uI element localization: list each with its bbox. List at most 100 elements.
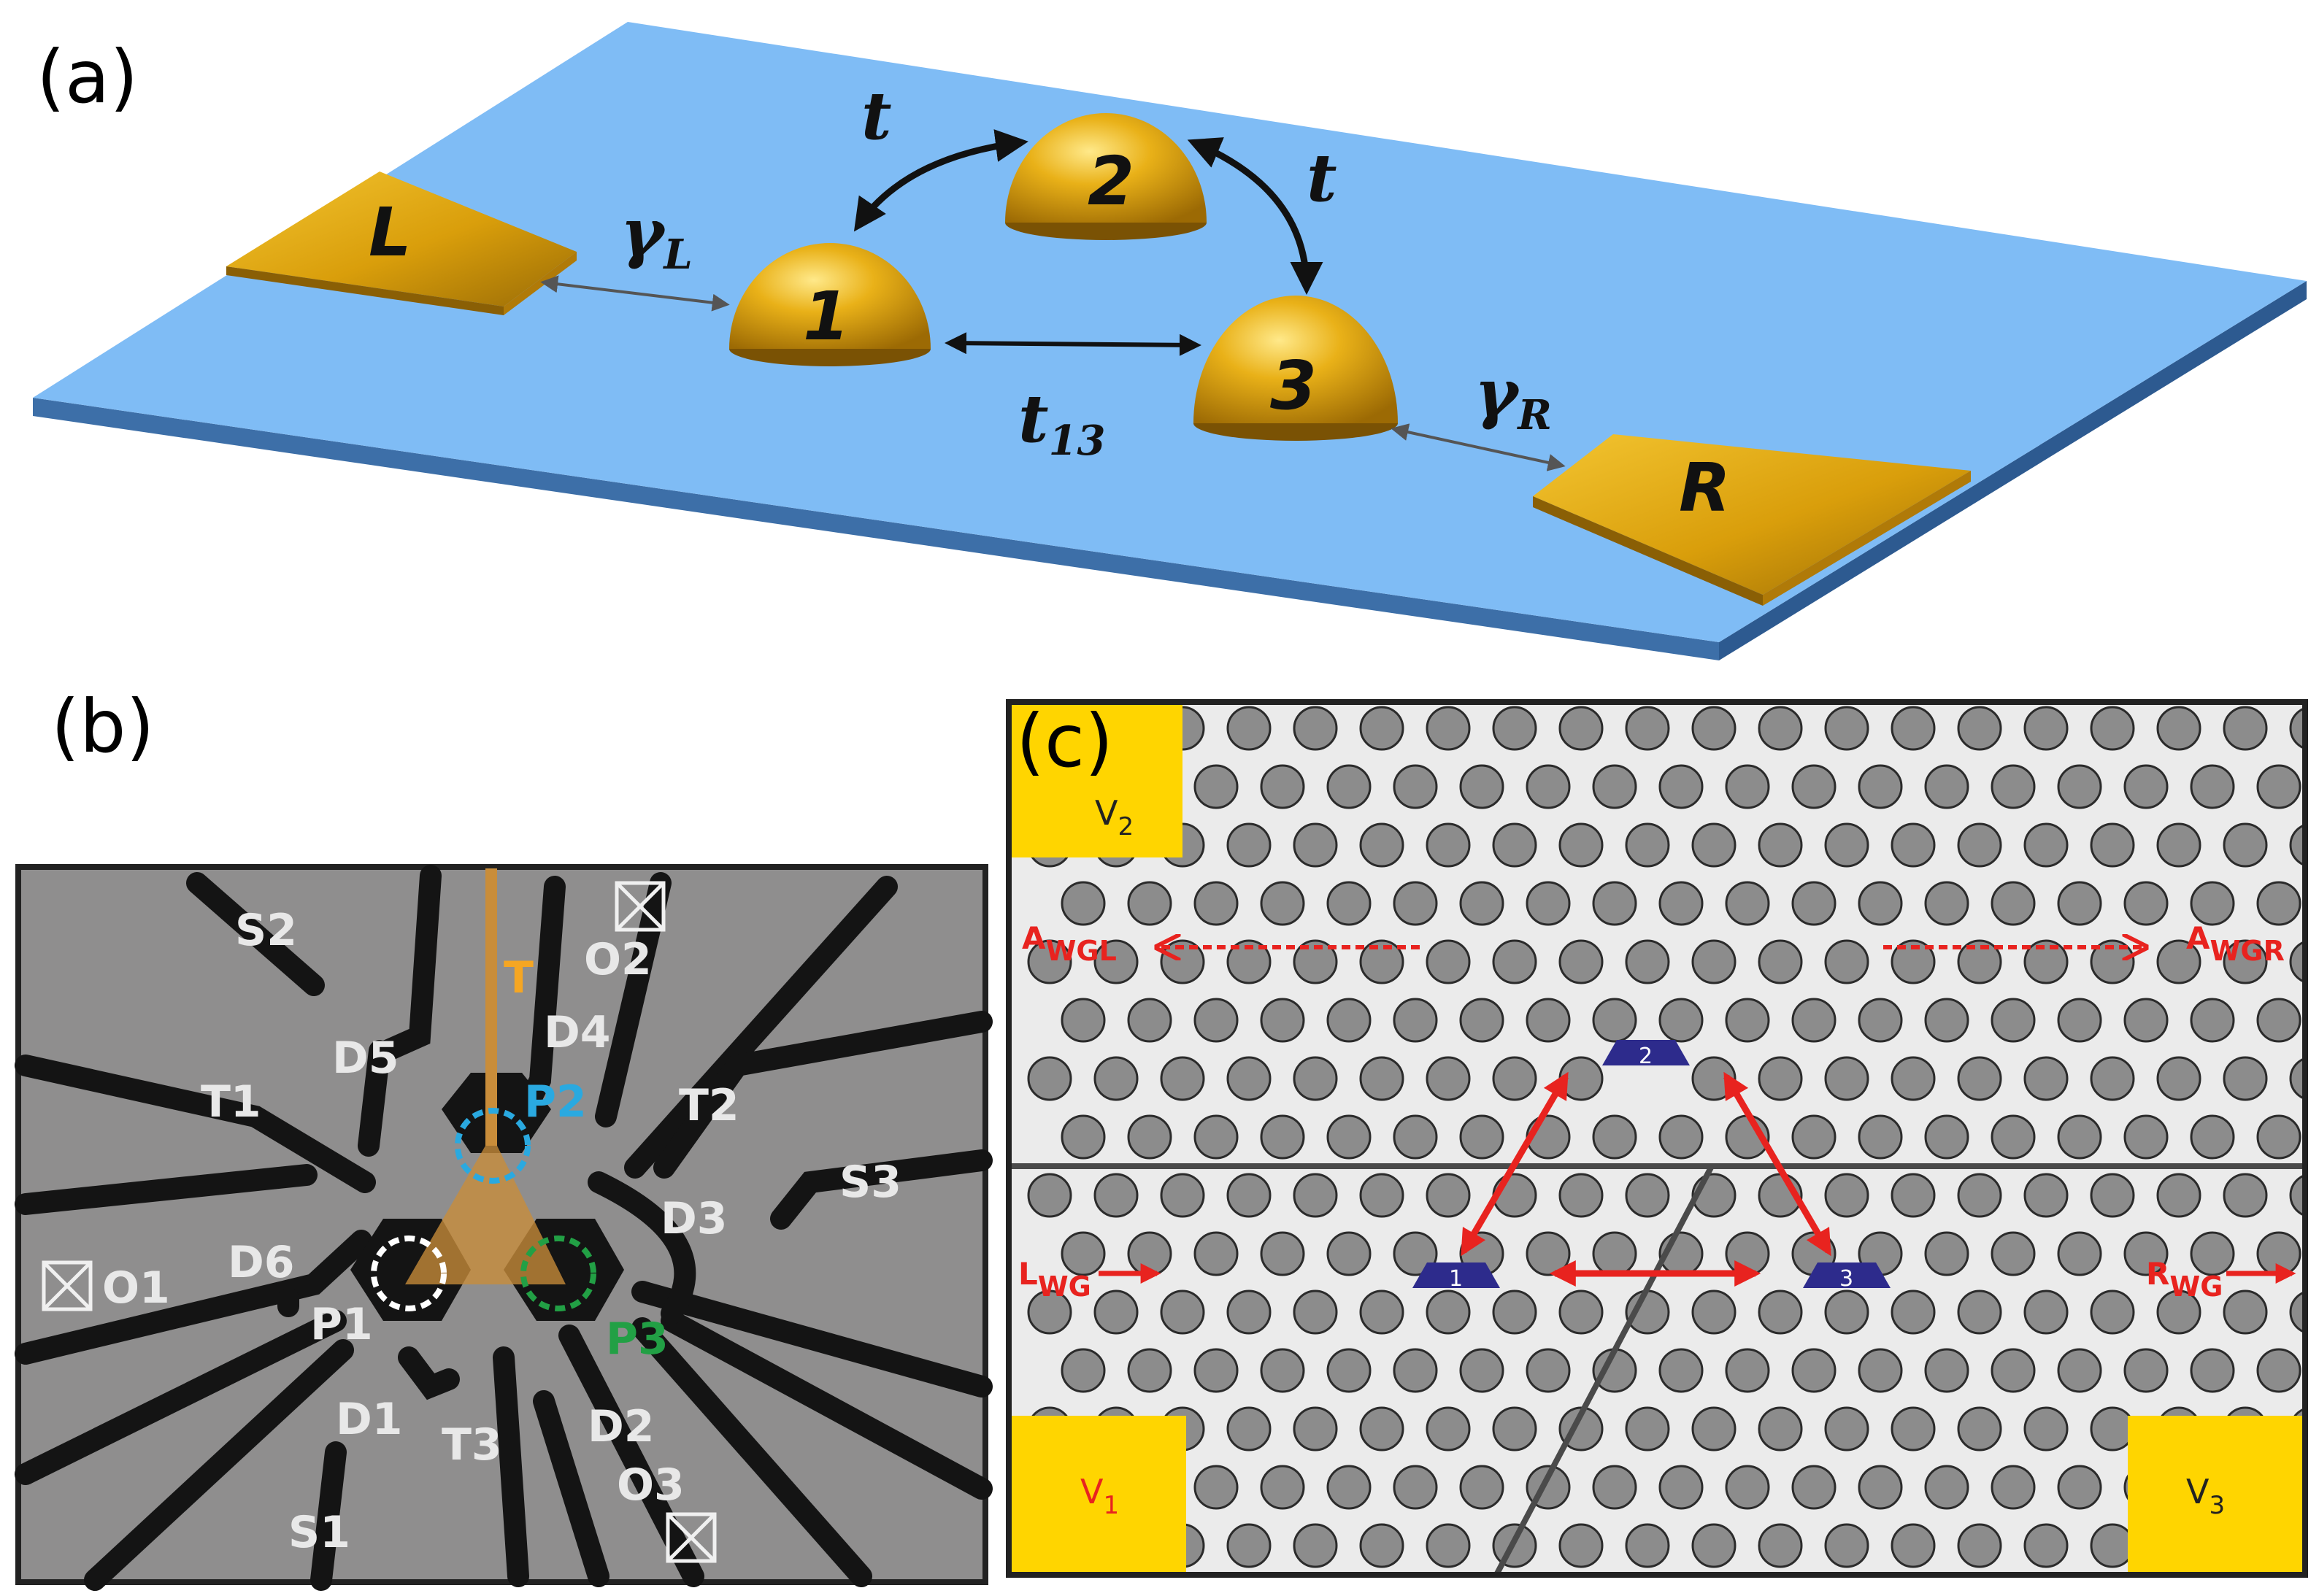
air-hole bbox=[1992, 1583, 2034, 1596]
air-hole bbox=[1592, 998, 1637, 1043]
substrate-edge bbox=[33, 398, 1719, 660]
air-hole bbox=[2190, 1348, 2235, 1393]
hole-lattice bbox=[1027, 706, 2305, 1596]
air-hole bbox=[1658, 1465, 1704, 1510]
air-hole bbox=[1393, 881, 1438, 926]
air-hole bbox=[1492, 706, 1537, 751]
air-hole bbox=[2023, 1056, 2069, 1101]
air-hole bbox=[2190, 998, 2235, 1043]
air-hole bbox=[2190, 1114, 2235, 1160]
air-hole bbox=[1393, 1231, 1438, 1276]
air-hole bbox=[1526, 998, 1571, 1043]
air-hole bbox=[1593, 1583, 1636, 1596]
air-hole bbox=[1558, 706, 1604, 751]
coupling-arrow-gamma-l bbox=[540, 275, 730, 312]
air-hole bbox=[1858, 1114, 1903, 1160]
air-hole bbox=[1891, 822, 1936, 868]
air-hole bbox=[2289, 1290, 2305, 1334]
dot-3-label: 3 bbox=[1270, 347, 1317, 425]
air-hole bbox=[2258, 1583, 2300, 1596]
label-lwg: LWG bbox=[1018, 1256, 1091, 1303]
air-hole bbox=[1359, 1289, 1404, 1335]
air-hole bbox=[1160, 1289, 1205, 1335]
air-hole bbox=[1991, 881, 2036, 926]
air-hole bbox=[1824, 1523, 1869, 1568]
air-hole bbox=[1758, 822, 1803, 868]
air-hole bbox=[1160, 1173, 1205, 1218]
lead-right-label: R bbox=[1679, 449, 1731, 527]
substrate-edge-right bbox=[1719, 281, 2307, 660]
label-awgl: AWGL bbox=[1022, 920, 1117, 967]
label-gamma-r: γR bbox=[1474, 355, 1552, 439]
air-hole bbox=[1957, 822, 2002, 868]
air-hole bbox=[1061, 1231, 1106, 1276]
air-hole bbox=[1459, 1348, 1504, 1393]
dot-2-label: 2 bbox=[1088, 142, 1134, 220]
air-hole bbox=[1326, 1348, 1372, 1393]
air-hole bbox=[1293, 1173, 1338, 1218]
quantum-dot-3: 3 bbox=[1193, 296, 1398, 441]
air-hole bbox=[1426, 1056, 1471, 1101]
air-hole bbox=[1393, 1348, 1438, 1393]
air-hole bbox=[1260, 1114, 1305, 1160]
pad-v2 bbox=[1011, 704, 1182, 857]
air-hole bbox=[2256, 881, 2301, 926]
air-hole bbox=[2190, 764, 2235, 809]
air-hole bbox=[1991, 1348, 2036, 1393]
air-hole bbox=[2123, 1348, 2169, 1393]
air-hole bbox=[2090, 1173, 2135, 1218]
air-hole bbox=[1891, 1406, 1936, 1452]
air-hole bbox=[1625, 1406, 1670, 1452]
air-hole bbox=[1991, 998, 2036, 1043]
label-t13: t13 bbox=[1018, 380, 1106, 465]
cavity-3: 3 bbox=[1803, 1262, 1891, 1292]
air-hole bbox=[1758, 1523, 1803, 1568]
label-d2: D2 bbox=[588, 1401, 655, 1452]
air-hole bbox=[1991, 1465, 2036, 1510]
air-hole bbox=[2223, 939, 2268, 984]
air-hole bbox=[1359, 706, 1404, 751]
air-hole bbox=[1791, 881, 1837, 926]
air-hole bbox=[1093, 1289, 1139, 1335]
air-hole bbox=[1824, 1173, 1869, 1218]
air-hole bbox=[1093, 939, 1139, 984]
air-hole bbox=[1758, 1289, 1803, 1335]
air-hole bbox=[1393, 1114, 1438, 1160]
cavity-1: 1 bbox=[1412, 1262, 1500, 1292]
air-hole bbox=[1725, 1348, 1770, 1393]
air-hole bbox=[2256, 1348, 2301, 1393]
label-o3: O3 bbox=[617, 1460, 685, 1511]
coupling-arrow-t23 bbox=[1187, 137, 1323, 295]
ohmic-contact-o2 bbox=[615, 881, 666, 932]
label-t2: T2 bbox=[679, 1080, 739, 1131]
air-hole bbox=[1328, 1583, 1370, 1596]
air-hole bbox=[2090, 1406, 2135, 1452]
label-rwg: RWG bbox=[2146, 1256, 2223, 1303]
air-hole bbox=[2057, 881, 2102, 926]
air-hole bbox=[2057, 1114, 2102, 1160]
air-hole bbox=[1226, 706, 1272, 751]
air-hole bbox=[1326, 764, 1372, 809]
air-hole bbox=[2023, 706, 2069, 751]
pad-v1 bbox=[1011, 1416, 1186, 1573]
air-hole bbox=[1791, 1114, 1837, 1160]
air-hole bbox=[2023, 1173, 2069, 1218]
air-hole bbox=[1957, 1289, 2002, 1335]
air-hole bbox=[1226, 1056, 1272, 1101]
air-hole bbox=[2058, 1583, 2101, 1596]
air-hole bbox=[1625, 706, 1670, 751]
gate-electrodes bbox=[15, 865, 993, 1591]
panel-c: (c) V2 V1 V3 AWGL AWGR LWG RWG 1 2 3 bbox=[1006, 698, 2308, 1596]
air-hole bbox=[1459, 881, 1504, 926]
air-hole bbox=[1459, 1114, 1504, 1160]
air-hole bbox=[1558, 1523, 1604, 1568]
air-hole bbox=[1127, 1348, 1172, 1393]
air-hole bbox=[1924, 1114, 1969, 1160]
air-hole bbox=[1359, 939, 1404, 984]
air-hole bbox=[1426, 1523, 1471, 1568]
air-hole bbox=[2223, 1056, 2268, 1101]
air-hole bbox=[2289, 1057, 2305, 1100]
air-hole bbox=[1260, 1231, 1305, 1276]
air-hole bbox=[1359, 822, 1404, 868]
air-hole bbox=[1492, 1056, 1537, 1101]
